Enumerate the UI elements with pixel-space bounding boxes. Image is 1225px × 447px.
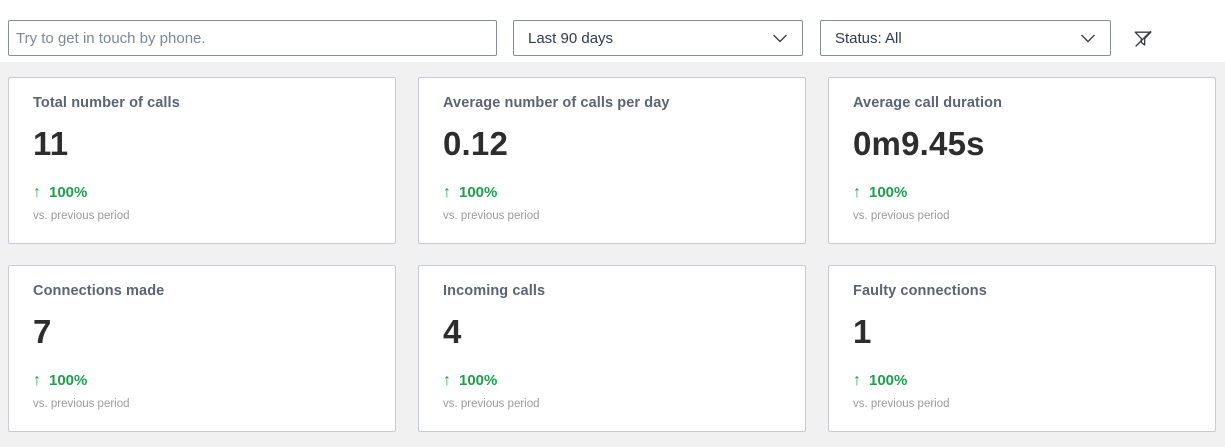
- up-arrow-icon: ↑: [33, 183, 41, 201]
- card-title: Incoming calls: [443, 283, 546, 299]
- comparison-label: vs. previous period: [33, 398, 130, 410]
- up-arrow-icon: ↑: [443, 183, 451, 201]
- card-title: Faulty connections: [853, 283, 987, 299]
- change-percent: 100%: [869, 184, 908, 201]
- dashboard-content: Total number of calls 11 ↑ 100% vs. prev…: [0, 62, 1225, 447]
- stat-card-avg-call-duration: Average call duration 0m9.45s ↑ 100% vs.…: [828, 77, 1216, 244]
- up-arrow-icon: ↑: [853, 183, 861, 201]
- card-value: 0m9.45s: [853, 125, 985, 162]
- card-value: 11: [33, 125, 69, 162]
- up-arrow-icon: ↑: [443, 371, 451, 389]
- status-dropdown[interactable]: Status: All: [820, 20, 1111, 56]
- stat-card-faulty-connections: Faulty connections 1 ↑ 100% vs. previous…: [828, 265, 1216, 432]
- comparison-label: vs. previous period: [443, 398, 540, 410]
- card-title: Average call duration: [853, 95, 1003, 111]
- change-percent: 100%: [459, 372, 498, 389]
- card-title: Average number of calls per day: [443, 95, 670, 111]
- card-change: ↑ 100%: [443, 184, 781, 201]
- change-percent: 100%: [869, 372, 908, 389]
- card-change: ↑ 100%: [853, 184, 1191, 201]
- filter-off-icon: [1132, 28, 1154, 50]
- comparison-label: vs. previous period: [33, 210, 130, 222]
- stat-card-incoming-calls: Incoming calls 4 ↑ 100% vs. previous per…: [418, 265, 806, 432]
- date-range-dropdown[interactable]: Last 90 days: [513, 20, 803, 56]
- change-percent: 100%: [459, 184, 498, 201]
- comparison-label: vs. previous period: [443, 210, 540, 222]
- card-value: 7: [33, 313, 52, 350]
- clear-filter-button[interactable]: [1129, 25, 1157, 53]
- card-value: 4: [443, 313, 462, 350]
- card-change: ↑ 100%: [33, 184, 371, 201]
- comparison-label: vs. previous period: [853, 398, 950, 410]
- search-input[interactable]: [8, 20, 497, 56]
- stat-card-avg-calls-per-day: Average number of calls per day 0.12 ↑ 1…: [418, 77, 806, 244]
- status-value: Status: All: [835, 29, 902, 47]
- card-change: ↑ 100%: [33, 372, 371, 389]
- comparison-label: vs. previous period: [853, 210, 950, 222]
- card-value: 1: [853, 313, 872, 350]
- stat-card-total-calls: Total number of calls 11 ↑ 100% vs. prev…: [8, 77, 396, 244]
- card-value: 0.12: [443, 125, 509, 162]
- card-title: Total number of calls: [33, 95, 180, 111]
- card-title: Connections made: [33, 283, 165, 299]
- filter-bar: Last 90 days Status: All: [0, 0, 1225, 62]
- chevron-down-icon: [772, 34, 788, 43]
- card-change: ↑ 100%: [853, 372, 1191, 389]
- chevron-down-icon: [1080, 34, 1096, 43]
- up-arrow-icon: ↑: [33, 371, 41, 389]
- stat-card-connections-made: Connections made 7 ↑ 100% vs. previous p…: [8, 265, 396, 432]
- up-arrow-icon: ↑: [853, 371, 861, 389]
- stats-grid: Total number of calls 11 ↑ 100% vs. prev…: [8, 77, 1225, 432]
- card-change: ↑ 100%: [443, 372, 781, 389]
- change-percent: 100%: [49, 372, 88, 389]
- date-range-value: Last 90 days: [528, 29, 614, 47]
- change-percent: 100%: [49, 184, 88, 201]
